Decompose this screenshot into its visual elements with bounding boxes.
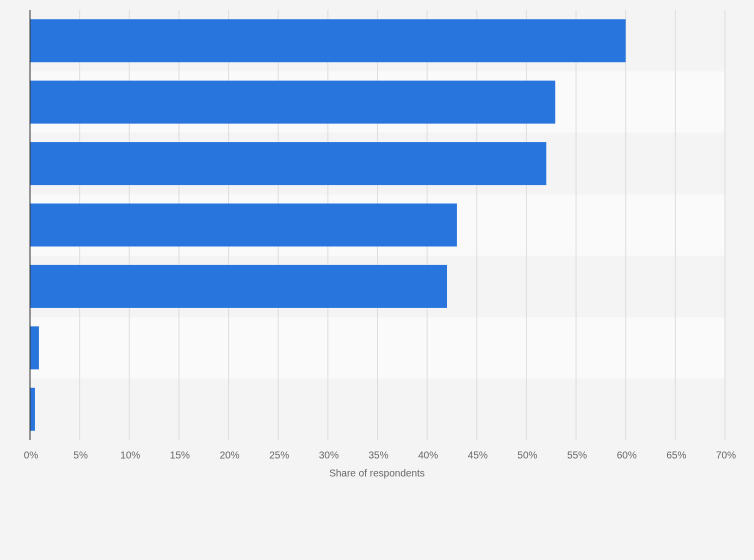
bar — [30, 19, 626, 63]
x-tick-label: 20% — [220, 451, 240, 462]
x-tick-label: 10% — [120, 451, 140, 462]
bar — [30, 142, 547, 186]
bar — [30, 264, 447, 308]
x-tick-label: 25% — [269, 451, 289, 462]
x-tick-label: 70% — [716, 451, 736, 462]
x-tick-label: 35% — [368, 451, 388, 462]
x-tick-label: 45% — [468, 451, 488, 462]
x-tick-label: 60% — [617, 451, 637, 462]
x-tick-label: 50% — [517, 451, 537, 462]
x-tick-label: 30% — [319, 451, 339, 462]
x-tick-label: 15% — [170, 451, 190, 462]
x-tick-label: 5% — [73, 451, 88, 462]
bar — [30, 326, 39, 370]
x-tick-label: 65% — [666, 451, 686, 462]
x-tick-label: 0% — [24, 451, 39, 462]
x-tick-label: 55% — [567, 451, 587, 462]
x-axis-title: Share of respondents — [329, 469, 425, 480]
x-tick-label: 40% — [418, 451, 438, 462]
bar — [30, 80, 556, 124]
bar — [30, 203, 457, 247]
bar — [30, 387, 35, 431]
